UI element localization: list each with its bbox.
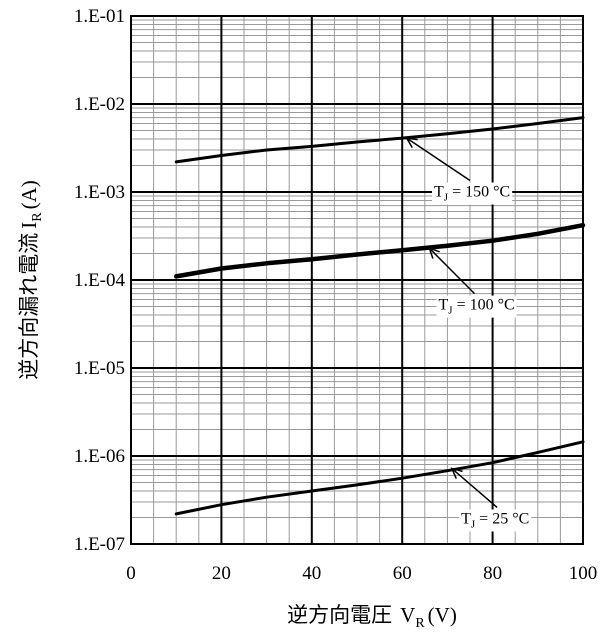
- series-lines: [173, 116, 586, 516]
- annotation-arrowhead-tj25: [450, 467, 463, 479]
- annotation-arrowhead-tj150: [405, 137, 418, 148]
- annotations: TJ = 150 °C TJ = 100 °C TJ = 25 °C: [405, 137, 532, 532]
- annotation-label-tj100: TJ = 100 °C: [439, 297, 515, 317]
- y-tick-label: 1.E-03: [74, 182, 125, 203]
- y-tick-label: 1.E-02: [74, 94, 125, 115]
- annotation-arrow-tj150: [406, 137, 471, 182]
- annotation-arrow-tj100: [428, 247, 476, 295]
- x-tick-label: 80: [483, 563, 502, 584]
- series-line-tj25: [174, 440, 585, 516]
- plot-frame: [130, 15, 584, 545]
- x-tick-label: 100: [569, 563, 598, 584]
- y-tick-label: 1.E-04: [74, 270, 126, 291]
- x-tick-label: 20: [212, 563, 231, 584]
- series-line-tj150: [174, 116, 585, 164]
- x-tick-label: 0: [126, 563, 136, 584]
- y-tick-label: 1.E-07: [74, 534, 125, 555]
- y-tick-label: 1.E-06: [74, 446, 125, 467]
- x-tick-label: 60: [393, 563, 412, 584]
- annotation-label-bg-tj100: [436, 295, 517, 318]
- x-tick-label: 40: [302, 563, 321, 584]
- series-line-tj100: [173, 222, 586, 279]
- y-tick-label: 1.E-01: [74, 6, 125, 27]
- annotation-label-tj150: TJ = 150 °C: [434, 184, 510, 204]
- grid: [130, 15, 584, 545]
- y-axis-title: 逆方向漏れ電流IR(A): [17, 180, 45, 380]
- annotation-arrow-tj25: [451, 467, 498, 509]
- annotation-label-bg-tj25: [459, 509, 532, 532]
- x-axis-title: 逆方向電圧 VR (V): [287, 603, 457, 631]
- annotation-label-bg-tj150: [432, 182, 513, 205]
- annotation-label-tj25: TJ = 25 °C: [461, 510, 529, 530]
- y-tick-label: 1.E-05: [74, 358, 125, 379]
- annotation-arrowhead-tj100: [428, 246, 440, 259]
- tick-labels: 0 20 40 60 80 100 1.E-07 1.E-06 1.E-05 1.E-04 1.E-…: [74, 6, 597, 584]
